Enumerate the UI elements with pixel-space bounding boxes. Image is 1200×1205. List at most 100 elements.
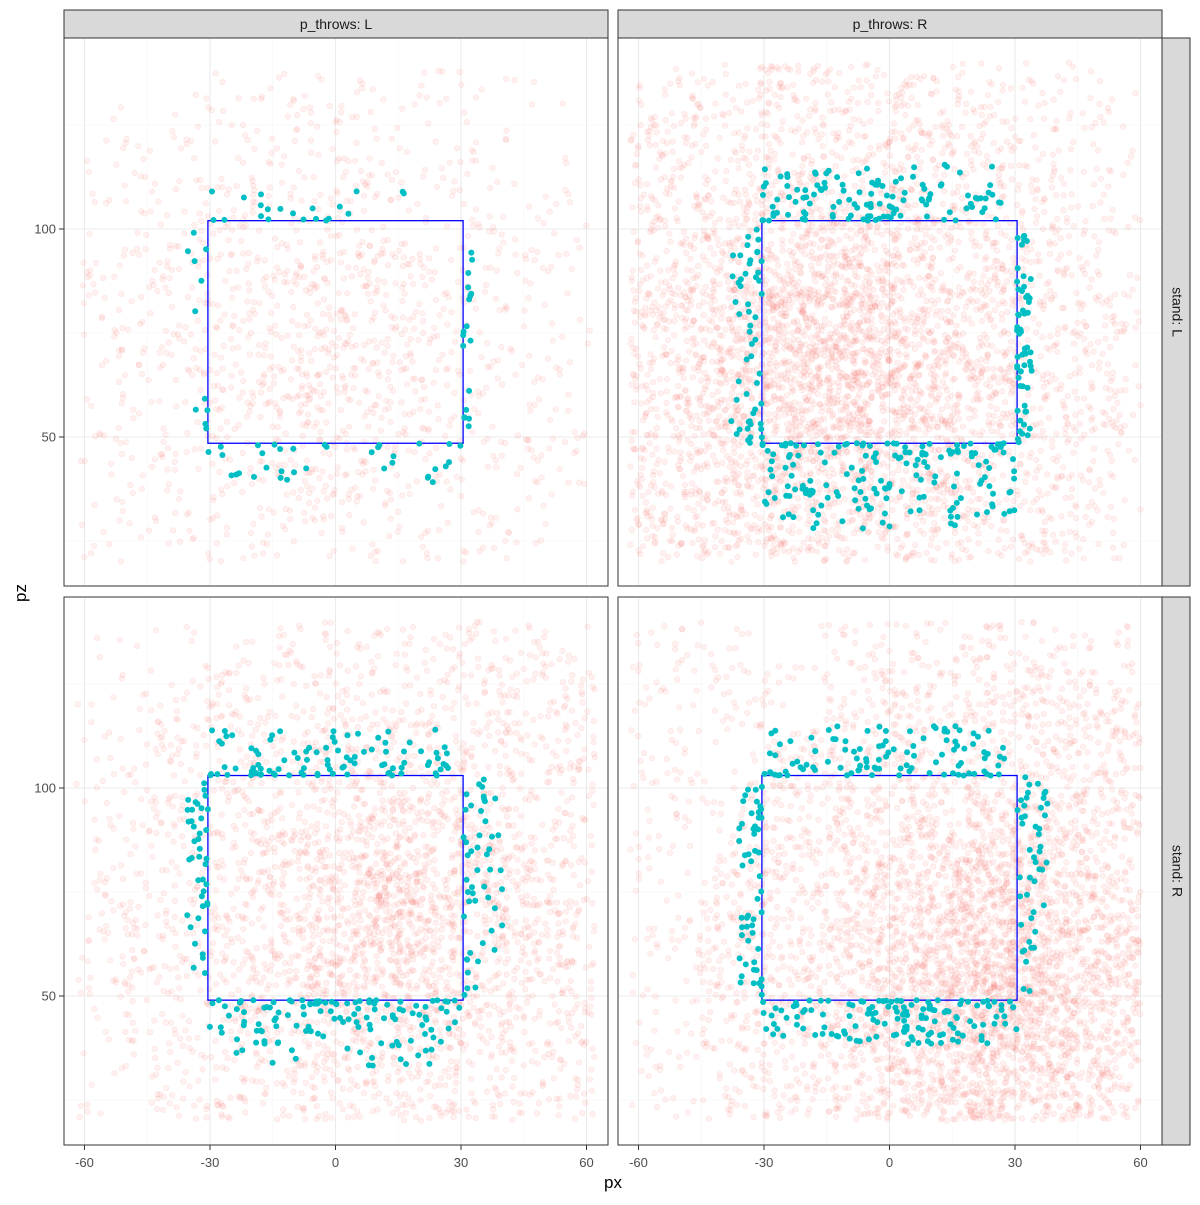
scatter-point-edge — [389, 460, 395, 466]
scatter-point-background — [963, 110, 969, 116]
scatter-point-background — [718, 316, 724, 322]
scatter-point-background — [661, 345, 667, 351]
scatter-point-background — [341, 345, 347, 351]
scatter-point-background — [688, 287, 694, 293]
scatter-point-background — [1078, 473, 1084, 479]
scatter-point-background — [797, 365, 803, 371]
scatter-point-background — [870, 152, 876, 158]
scatter-point-background — [792, 347, 798, 353]
scatter-point-background — [707, 317, 713, 323]
scatter-point-background — [913, 522, 919, 528]
scatter-point-background — [251, 146, 257, 152]
scatter-point-background — [854, 221, 860, 227]
scatter-point-background — [317, 438, 323, 444]
scatter-point-background — [1098, 200, 1104, 206]
scatter-point-background — [184, 137, 190, 143]
scatter-point-background — [291, 344, 297, 350]
scatter-point-background — [739, 440, 745, 446]
scatter-point-background — [1062, 326, 1068, 332]
scatter-point-background — [689, 489, 695, 495]
scatter-point-background — [693, 114, 699, 120]
scatter-point-background — [1037, 299, 1043, 305]
scatter-point-background — [792, 170, 798, 176]
scatter-point-background — [856, 117, 862, 123]
scatter-point-background — [723, 475, 729, 481]
scatter-point-background — [92, 290, 98, 296]
scatter-point-background — [862, 557, 868, 563]
scatter-point-background — [929, 536, 935, 542]
scatter-point-background — [635, 354, 641, 360]
scatter-point-background — [713, 533, 719, 539]
scatter-point-background — [905, 226, 911, 232]
scatter-point-background — [234, 183, 240, 189]
scatter-point-background — [417, 251, 423, 257]
scatter-point-background — [87, 231, 93, 237]
facet-panel — [618, 38, 1162, 586]
scatter-point-background — [690, 336, 696, 342]
scatter-point-background — [821, 416, 827, 422]
scatter-point-background — [749, 525, 755, 531]
scatter-point-background — [240, 489, 246, 495]
scatter-point-background — [480, 545, 486, 551]
scatter-point-background — [637, 204, 643, 210]
scatter-point-background — [259, 514, 265, 520]
scatter-point-background — [330, 146, 336, 152]
scatter-point-background — [838, 426, 844, 432]
scatter-point-background — [577, 245, 583, 251]
scatter-point-background — [201, 372, 207, 378]
scatter-point-background — [449, 309, 455, 315]
scatter-point-background — [121, 253, 127, 259]
scatter-point-background — [418, 406, 424, 412]
scatter-point-background — [494, 465, 500, 471]
scatter-point-background — [637, 251, 643, 257]
scatter-point-background — [124, 136, 130, 142]
scatter-point-background — [722, 62, 728, 68]
scatter-point-background — [710, 79, 716, 85]
scatter-point-background — [815, 480, 821, 486]
scatter-point-background — [379, 415, 385, 421]
scatter-point-background — [720, 441, 726, 447]
scatter-point-background — [909, 241, 915, 247]
scatter-point-background — [672, 206, 678, 212]
scatter-point-background — [765, 122, 771, 128]
scatter-point-background — [839, 193, 845, 199]
scatter-point-background — [139, 371, 145, 377]
scatter-point-background — [563, 160, 569, 166]
scatter-point-background — [412, 389, 418, 395]
scatter-point-background — [886, 269, 892, 275]
scatter-point-background — [703, 143, 709, 149]
scatter-point-background — [873, 327, 879, 333]
scatter-point-background — [102, 295, 108, 301]
scatter-point-background — [1003, 268, 1009, 274]
scatter-point-edge — [446, 441, 452, 447]
scatter-point-background — [458, 456, 464, 462]
scatter-point-background — [245, 137, 251, 143]
scatter-point-background — [473, 140, 479, 146]
scatter-point-background — [879, 375, 885, 381]
scatter-point-background — [164, 488, 170, 494]
scatter-point-background — [141, 211, 147, 217]
scatter-point-background — [529, 102, 535, 108]
scatter-point-background — [875, 544, 881, 550]
scatter-point-background — [426, 255, 432, 261]
scatter-point-background — [800, 118, 806, 124]
scatter-point-background — [268, 161, 274, 167]
scatter-point-background — [370, 486, 376, 492]
scatter-point-background — [420, 330, 426, 336]
scatter-point-background — [92, 199, 98, 205]
scatter-point-background — [714, 462, 720, 468]
scatter-point-background — [265, 532, 271, 538]
scatter-point-background — [896, 467, 902, 473]
scatter-point-background — [718, 382, 724, 388]
scatter-point-background — [955, 392, 961, 398]
scatter-point-background — [991, 140, 997, 146]
scatter-point-edge — [432, 466, 438, 472]
scatter-point-background — [321, 297, 327, 303]
scatter-point-background — [1087, 285, 1093, 291]
scatter-point-background — [565, 291, 571, 297]
scatter-point-background — [1089, 277, 1095, 283]
scatter-point-background — [312, 198, 318, 204]
scatter-point-background — [291, 304, 297, 310]
scatter-point-edge — [466, 388, 472, 394]
scatter-point-background — [826, 335, 832, 341]
